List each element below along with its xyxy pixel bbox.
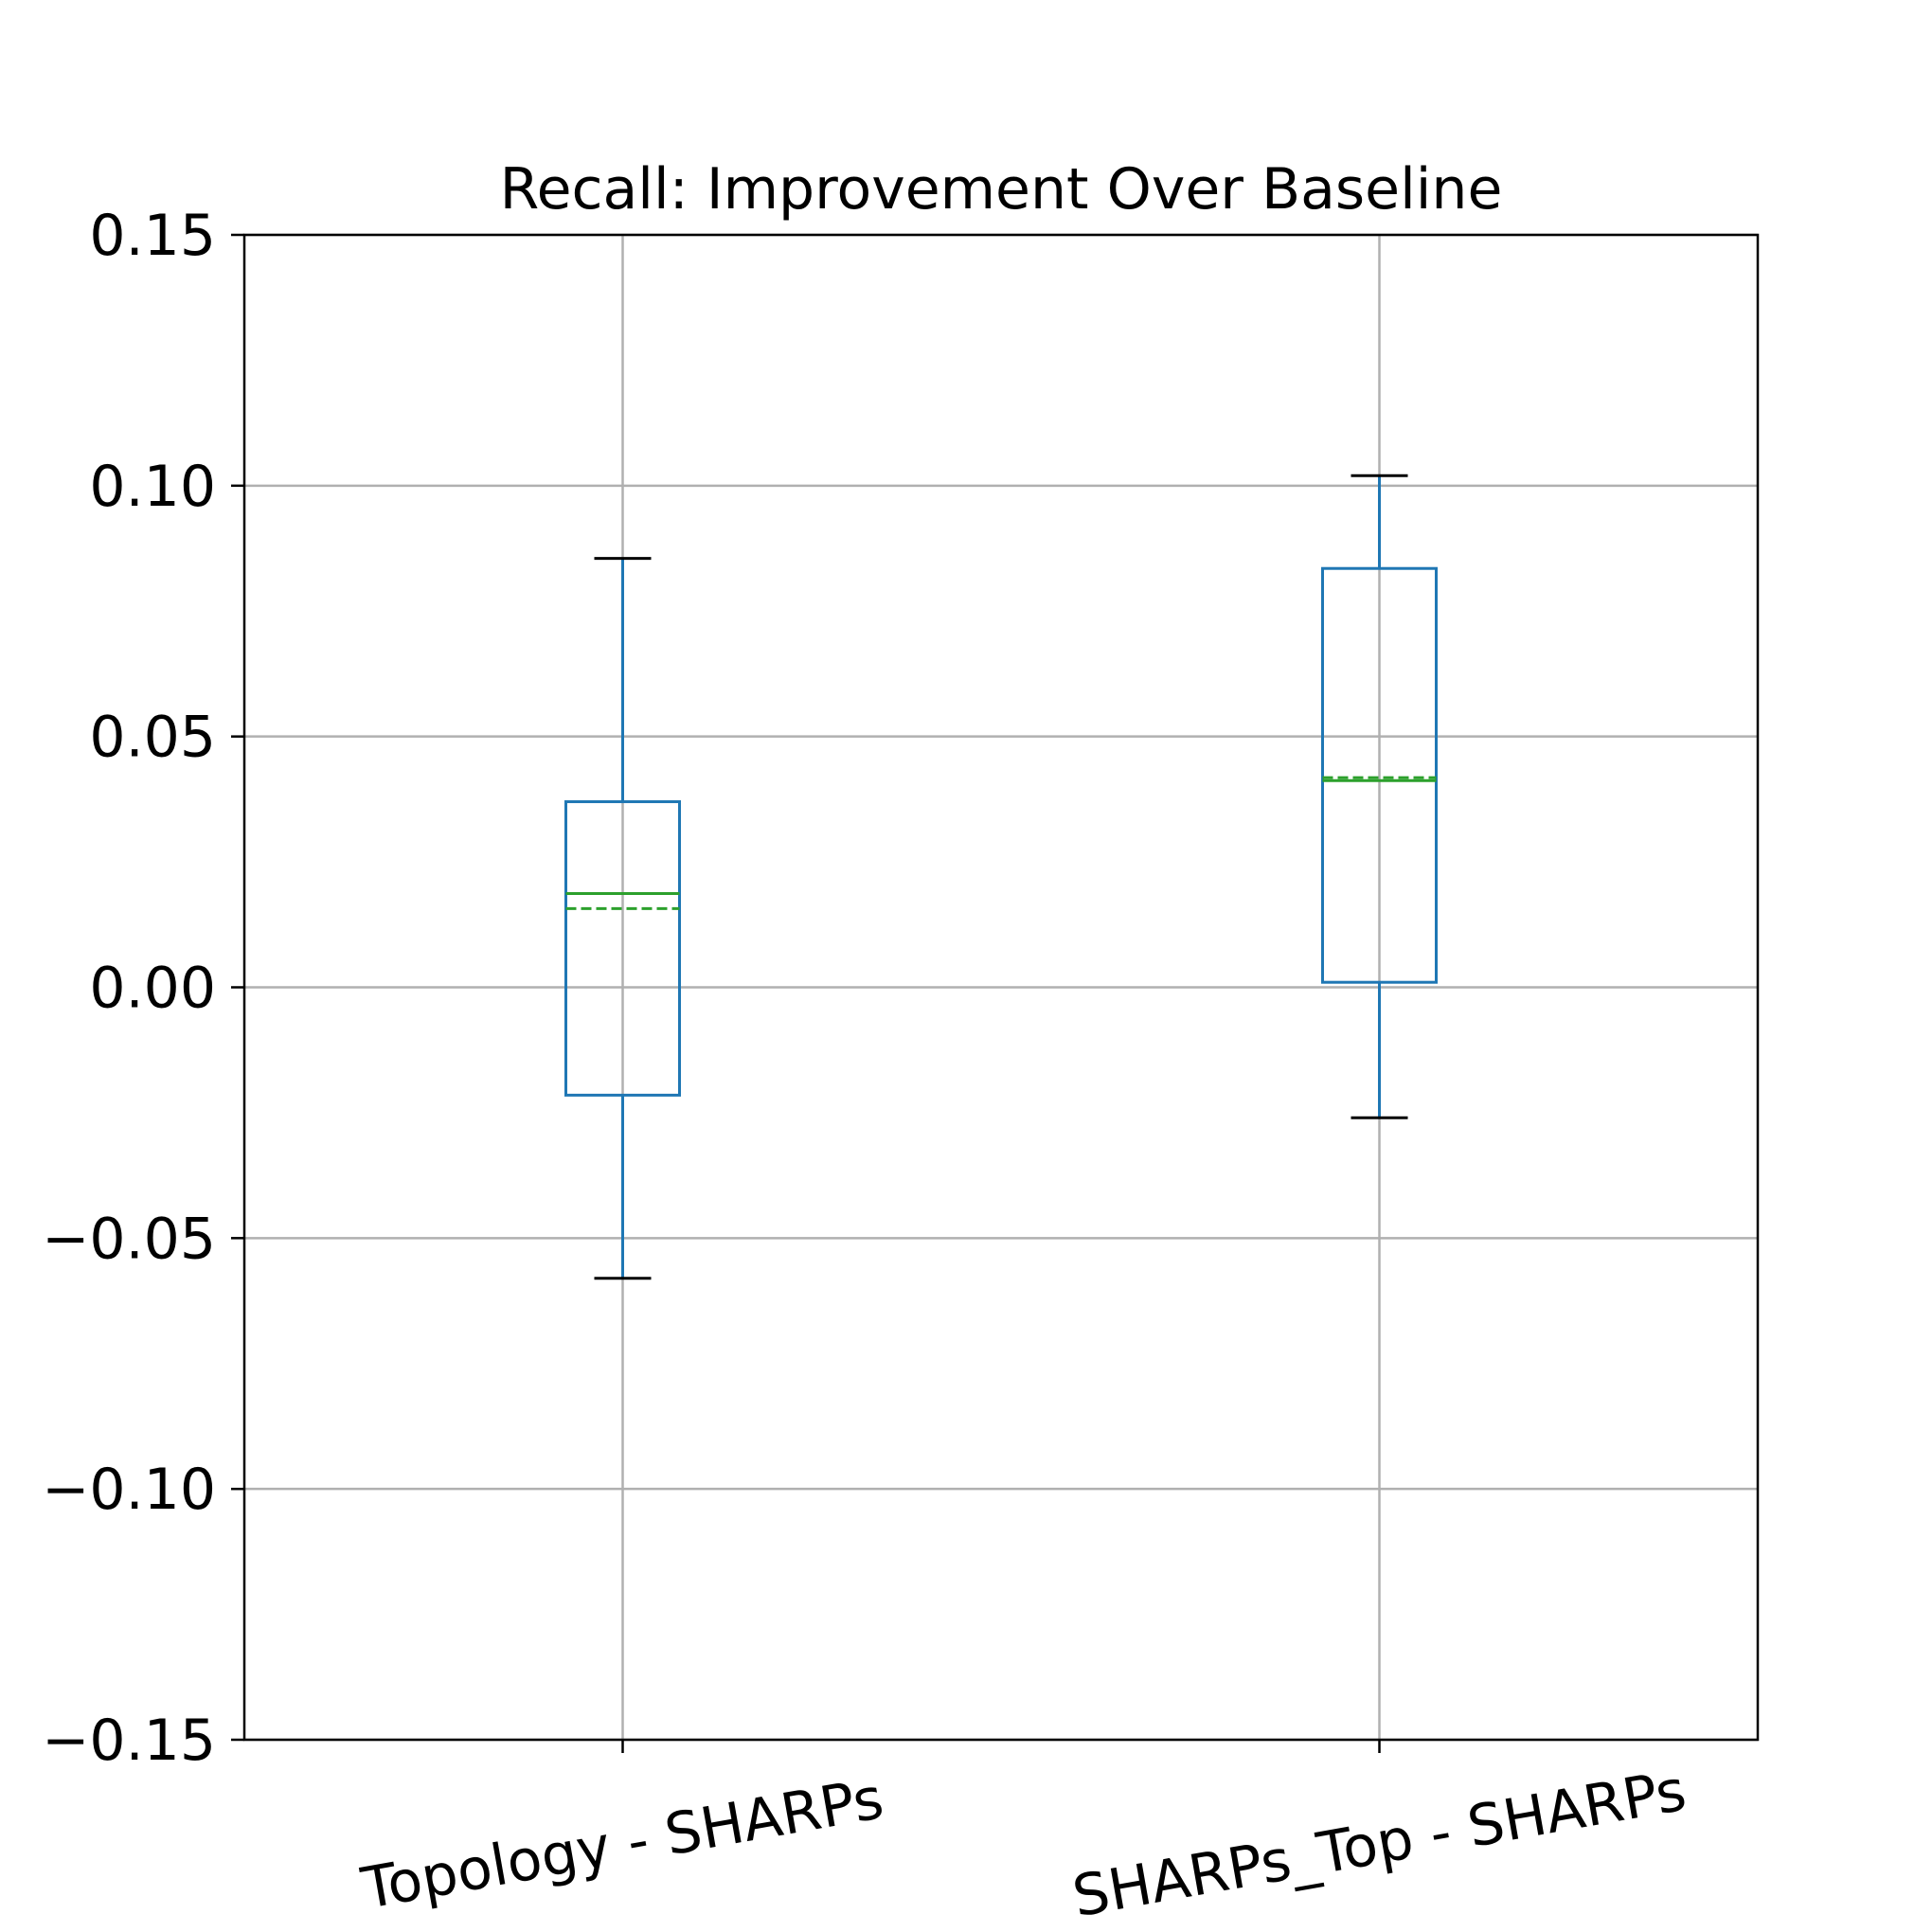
y-tick-label: −0.05 xyxy=(42,1206,216,1272)
y-tick-label: 0.05 xyxy=(89,705,216,771)
box-iqr xyxy=(1321,566,1438,984)
y-tick-label: 0.00 xyxy=(89,956,216,1022)
box-series xyxy=(564,474,1438,1280)
y-tick-label: −0.10 xyxy=(42,1457,216,1523)
box-group xyxy=(1321,474,1438,1119)
box-group xyxy=(564,557,681,1280)
y-tick-label: −0.15 xyxy=(42,1708,216,1774)
x-tick-label: SHARPs_Top - SHARPs xyxy=(1068,1758,1691,1931)
chart-title: Recall: Improvement Over Baseline xyxy=(500,156,1503,223)
y-axis: −0.15 −0.10 −0.05 0.00 0.05 0.10 0.15 xyxy=(42,203,244,1774)
box-iqr xyxy=(564,800,681,1097)
y-tick-label: 0.10 xyxy=(89,454,216,520)
x-axis: Topology - SHARPs SHARPs_Top - SHARPs xyxy=(356,1740,1690,1930)
y-tick-label: 0.15 xyxy=(89,203,216,269)
grid-lines xyxy=(244,233,1758,1742)
x-tick-label: Topology - SHARPs xyxy=(356,1765,888,1923)
